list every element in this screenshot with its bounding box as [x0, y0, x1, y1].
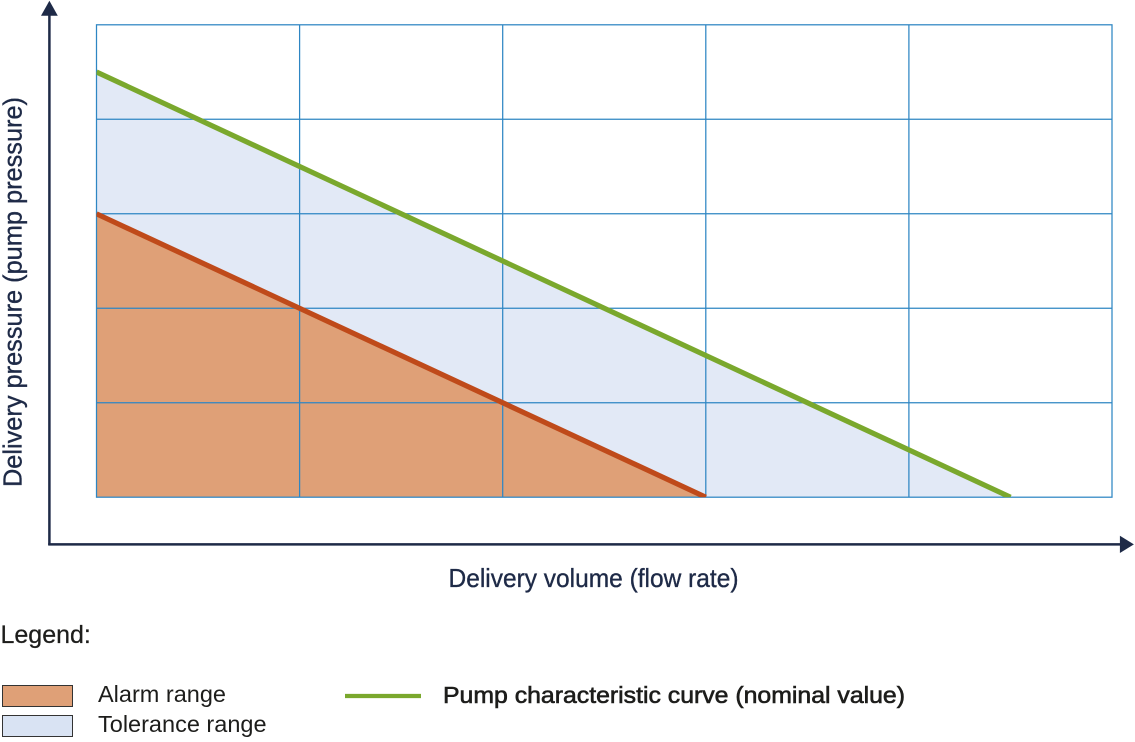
- svg-text:Delivery volume (flow rate): Delivery volume (flow rate): [449, 563, 739, 593]
- svg-text:Alarm range: Alarm range: [98, 681, 226, 707]
- svg-text:Tolerance range: Tolerance range: [98, 711, 267, 737]
- svg-text:Legend:: Legend:: [1, 621, 91, 649]
- svg-text:Delivery pressure (pump pressu: Delivery pressure (pump pressure): [0, 97, 28, 487]
- svg-text:Pump characteristic curve (nom: Pump characteristic curve (nominal value…: [443, 682, 905, 708]
